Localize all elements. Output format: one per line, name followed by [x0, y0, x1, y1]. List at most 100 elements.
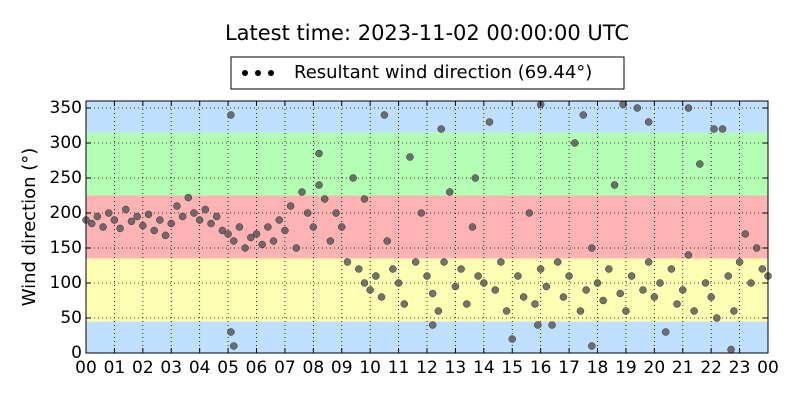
point — [588, 244, 596, 252]
point — [195, 216, 204, 224]
y-tick-label: 200 — [50, 203, 82, 223]
point — [701, 279, 710, 287]
point — [411, 258, 420, 266]
point — [161, 231, 170, 240]
point — [201, 205, 210, 214]
point — [190, 209, 198, 217]
point — [303, 209, 312, 217]
point — [355, 265, 363, 273]
point — [343, 258, 352, 266]
point — [525, 209, 534, 217]
point — [673, 300, 681, 308]
point — [593, 279, 602, 287]
point — [400, 300, 409, 308]
point — [372, 272, 380, 280]
point — [661, 328, 670, 336]
legend-marker — [255, 70, 261, 76]
point — [286, 202, 295, 210]
point — [139, 221, 147, 230]
point — [360, 195, 369, 203]
x-tick-label: 06 — [246, 358, 268, 378]
point — [292, 244, 301, 252]
point — [616, 289, 624, 298]
point — [627, 272, 636, 280]
chart-title: Latest time: 2023-11-02 00:00:00 UTC — [225, 21, 629, 45]
x-tick-label: 14 — [473, 358, 495, 378]
point — [713, 314, 721, 322]
point — [559, 293, 568, 301]
x-tick-label: 16 — [530, 358, 552, 378]
y-tick-label: 250 — [50, 168, 82, 188]
point — [656, 279, 664, 287]
point — [417, 209, 426, 217]
point — [93, 212, 102, 221]
point — [747, 279, 755, 287]
x-tick-label: 00 — [757, 358, 779, 378]
point — [599, 296, 607, 305]
x-tick-label: 08 — [303, 358, 325, 378]
point — [227, 111, 235, 119]
point — [247, 233, 255, 242]
y-tick-label: 350 — [50, 98, 82, 118]
point — [110, 216, 119, 224]
y-axis-label: Wind direction (°) — [19, 148, 40, 307]
point — [531, 300, 539, 308]
x-tick-label: 10 — [359, 358, 381, 378]
point — [116, 224, 124, 233]
point — [727, 345, 735, 354]
point — [269, 237, 278, 245]
point — [122, 205, 130, 214]
point — [127, 217, 136, 226]
point — [667, 265, 676, 273]
point — [610, 181, 619, 189]
point — [752, 244, 761, 252]
point — [735, 258, 744, 266]
point — [377, 293, 386, 301]
x-tick-label: 03 — [160, 358, 182, 378]
point — [99, 223, 107, 231]
x-tick-label: 07 — [274, 358, 296, 378]
x-tick-label: 02 — [132, 358, 154, 378]
point — [207, 219, 215, 228]
point — [227, 328, 235, 336]
point — [491, 286, 499, 294]
x-tick-label: 09 — [331, 358, 353, 378]
point — [684, 104, 693, 112]
x-tick-label: 12 — [416, 358, 438, 378]
point — [315, 181, 323, 189]
y-tick-label: 300 — [50, 133, 82, 153]
plot-frame — [85, 100, 769, 354]
point — [320, 195, 329, 203]
point — [644, 258, 653, 266]
point — [315, 149, 323, 158]
y-tick-label: 50 — [60, 308, 82, 328]
point — [264, 223, 272, 231]
point — [451, 282, 460, 291]
point — [394, 279, 403, 287]
point — [428, 289, 437, 298]
point — [235, 223, 244, 231]
point — [730, 307, 738, 315]
point — [252, 230, 261, 238]
point — [542, 282, 551, 291]
legend-label: Resultant wind direction (69.44°) — [294, 62, 592, 83]
point — [241, 244, 249, 252]
x-tick-label: 22 — [700, 358, 722, 378]
x-tick-label: 21 — [672, 358, 694, 378]
point — [389, 265, 397, 273]
point — [502, 307, 511, 315]
point — [514, 272, 522, 280]
point — [281, 226, 289, 235]
legend-marker — [242, 70, 248, 76]
x-tick-label: 15 — [501, 358, 523, 378]
point — [605, 265, 613, 273]
point — [707, 293, 715, 301]
point — [576, 307, 585, 315]
y-tick-label: 100 — [50, 273, 82, 293]
point — [679, 286, 687, 294]
point — [718, 125, 727, 133]
point — [474, 272, 482, 280]
point — [258, 240, 266, 249]
legend-marker — [268, 70, 274, 76]
point — [471, 174, 480, 182]
